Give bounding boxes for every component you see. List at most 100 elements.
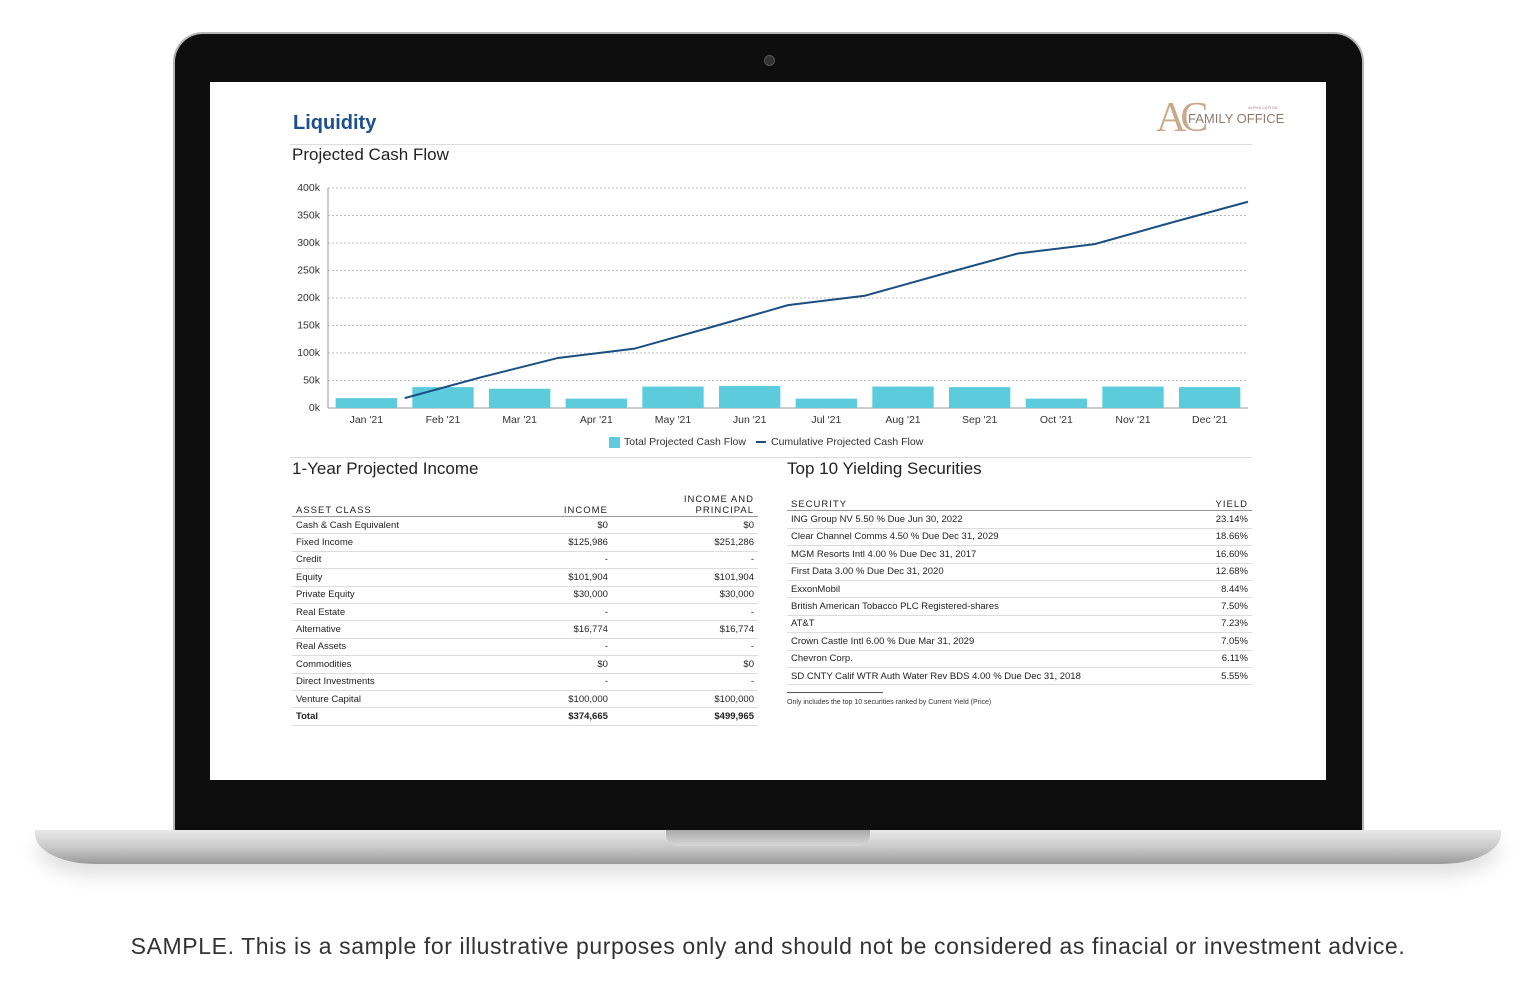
row: Cash & Cash Equivalent $0 $0 bbox=[292, 516, 758, 535]
cell: Fixed Income bbox=[292, 533, 514, 552]
cell: 23.14% bbox=[1172, 510, 1252, 529]
bar bbox=[642, 386, 704, 408]
cell: Real Estate bbox=[292, 603, 514, 622]
cell: First Data 3.00 % Due Dec 31, 2020 bbox=[787, 563, 1173, 581]
row: Direct Investments - - bbox=[292, 673, 758, 691]
cell: $0 bbox=[513, 655, 612, 674]
cell: $100,000 bbox=[611, 690, 758, 709]
bar bbox=[795, 398, 857, 408]
camera bbox=[764, 55, 775, 66]
total-cell: $374,665 bbox=[513, 707, 612, 726]
cell: 5.55% bbox=[1172, 667, 1252, 686]
bar bbox=[872, 386, 934, 408]
column-header: SECURITY bbox=[787, 494, 1173, 512]
cell: $30,000 bbox=[513, 586, 612, 604]
securities-table: SECURITY YIELD ING Group NV 5.50 % Due Jun… bbox=[787, 494, 1252, 686]
cell: - bbox=[513, 673, 612, 691]
legend-label: Cumulative Projected Cash Flow bbox=[771, 436, 924, 448]
header-row: ASSET CLASS INCOME INCOME AND PRINCIPAL bbox=[292, 494, 758, 517]
row: Alternative $16,774 $16,774 bbox=[292, 620, 758, 639]
logo-mark: AC bbox=[1156, 95, 1208, 141]
row: First Data 3.00 % Due Dec 31, 2020 12.68% bbox=[787, 563, 1252, 581]
y-tick-label: 400k bbox=[297, 182, 321, 194]
cell: - bbox=[513, 638, 612, 657]
bar bbox=[335, 398, 397, 408]
footnote: Only includes the top 10 securities rank… bbox=[787, 699, 992, 706]
total-cell: Total bbox=[292, 707, 514, 726]
header-row: SECURITY YIELD bbox=[787, 494, 1252, 512]
cell: 7.50% bbox=[1172, 597, 1252, 616]
row: Fixed Income $125,986 $251,286 bbox=[292, 533, 758, 552]
line bbox=[404, 200, 1249, 400]
cell: ING Group NV 5.50 % Due Jun 30, 2022 bbox=[787, 510, 1173, 529]
securities-title: Top 10 Yielding Securities bbox=[787, 459, 982, 478]
x-tick-label: Feb '21 bbox=[426, 414, 461, 426]
page-title: Liquidity bbox=[293, 112, 377, 134]
row: British American Tobacco PLC Registered-… bbox=[787, 597, 1252, 616]
row: Private Equity $30,000 $30,000 bbox=[292, 586, 758, 604]
cell: 8.44% bbox=[1172, 580, 1252, 599]
cell: AT&T bbox=[787, 615, 1173, 634]
bar bbox=[1102, 386, 1164, 408]
cell: Chevron Corp. bbox=[787, 650, 1173, 668]
cell: $251,286 bbox=[611, 533, 758, 552]
y-tick-label: 350k bbox=[297, 209, 321, 221]
cell: $16,774 bbox=[513, 620, 612, 639]
row: SD CNTY Calif WTR Auth Water Rev BDS 4.0… bbox=[787, 667, 1252, 686]
cell: 7.23% bbox=[1172, 615, 1252, 634]
x-tick-label: Jun '21 bbox=[733, 414, 767, 426]
cell: MGM Resorts Intl 4.00 % Due Dec 31, 2017 bbox=[787, 545, 1173, 564]
y-tick-label: 100k bbox=[297, 347, 321, 359]
y-tick-label: 250k bbox=[297, 264, 321, 276]
total-cell: $499,965 bbox=[611, 707, 758, 726]
cell: Private Equity bbox=[292, 586, 514, 604]
cell: 18.66% bbox=[1172, 528, 1252, 547]
y-tick-label: 150k bbox=[297, 319, 321, 331]
column-header: ASSET CLASS bbox=[292, 494, 514, 517]
cell: $100,000 bbox=[513, 690, 612, 709]
row: Credit - - bbox=[292, 551, 758, 570]
row: AT&T 7.23% bbox=[787, 615, 1252, 634]
laptop-notch bbox=[666, 830, 870, 846]
cell: Alternative bbox=[292, 620, 514, 639]
chart-title: Projected Cash Flow bbox=[292, 145, 449, 164]
x-tick-label: May '21 bbox=[655, 414, 692, 426]
row: Equity $101,904 $101,904 bbox=[292, 568, 758, 587]
column-header: YIELD bbox=[1172, 494, 1252, 512]
x-tick-label: Sep '21 bbox=[962, 414, 997, 426]
cell: 6.11% bbox=[1172, 650, 1252, 668]
row: Venture Capital $100,000 $100,000 bbox=[292, 690, 758, 709]
cell: Cash & Cash Equivalent bbox=[292, 516, 514, 535]
cell: 12.68% bbox=[1172, 563, 1252, 581]
row: ExxonMobil 8.44% bbox=[787, 580, 1252, 599]
cell: Real Assets bbox=[292, 638, 514, 657]
row: Real Estate - - bbox=[292, 603, 758, 622]
bar bbox=[719, 386, 781, 408]
x-tick-label: Jan '21 bbox=[350, 414, 384, 426]
cell: SD CNTY Calif WTR Auth Water Rev BDS 4.0… bbox=[787, 667, 1173, 686]
x-tick-label: Aug '21 bbox=[885, 414, 920, 426]
x-tick-label: Oct '21 bbox=[1040, 414, 1073, 426]
cell: - bbox=[611, 673, 758, 691]
bar bbox=[949, 387, 1011, 408]
cell: - bbox=[611, 603, 758, 622]
footnote-rule bbox=[787, 692, 883, 693]
logo-small: ALPHA CAPITAL bbox=[1248, 105, 1279, 110]
chart: 0k 50k 100k 150k 200k 250k 300k 350k 400k Jan '21… bbox=[297, 182, 1249, 448]
income-table: ASSET CLASS INCOME INCOME AND PRINCIPAL Cas… bbox=[292, 494, 758, 726]
column-header: INCOME AND PRINCIPAL bbox=[611, 494, 758, 517]
cell: $16,774 bbox=[611, 620, 758, 639]
bar bbox=[412, 387, 474, 408]
cell: Credit bbox=[292, 551, 514, 570]
cell: $0 bbox=[513, 516, 612, 535]
cell: $0 bbox=[611, 655, 758, 674]
cell: Venture Capital bbox=[292, 690, 514, 709]
y-tick-label: 300k bbox=[297, 237, 321, 249]
bar bbox=[1025, 398, 1087, 408]
bar bbox=[565, 398, 627, 408]
divider bbox=[290, 457, 1252, 458]
column-header: INCOME bbox=[513, 494, 612, 517]
cell: - bbox=[513, 603, 612, 622]
row: Crown Castle Intl 6.00 % Due Mar 31, 202… bbox=[787, 632, 1252, 651]
